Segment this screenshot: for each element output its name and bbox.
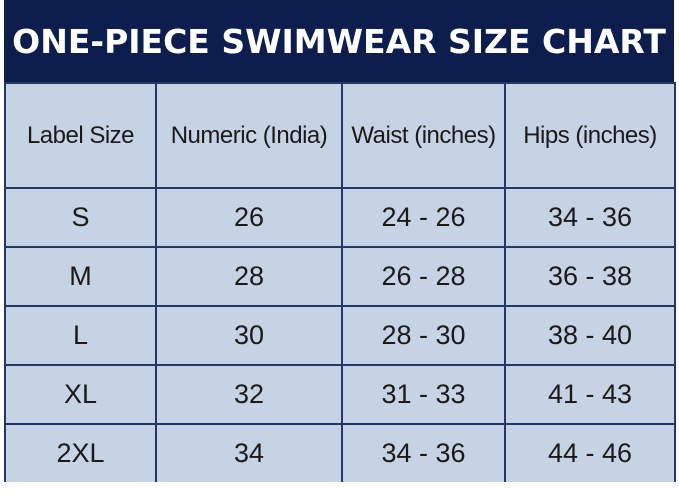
cell-waist: 34 - 36 xyxy=(341,423,506,482)
header-hips-inches: Hips (inches) xyxy=(504,82,676,189)
table-row: XL 32 31 - 33 41 - 43 xyxy=(4,364,676,425)
header-numeric-india: Numeric (India) xyxy=(155,82,343,189)
table-row: S 26 24 - 26 34 - 36 xyxy=(4,187,676,248)
table-row: M 28 26 - 28 36 - 38 xyxy=(4,246,676,307)
cell-label-size: 2XL xyxy=(4,423,157,482)
table-row: 2XL 34 34 - 36 44 - 46 xyxy=(4,423,676,482)
cell-waist: 24 - 26 xyxy=(341,187,506,248)
cell-label-size: M xyxy=(4,246,157,307)
cell-hips: 41 - 43 xyxy=(504,364,676,425)
cell-numeric: 32 xyxy=(155,364,343,425)
cell-numeric: 26 xyxy=(155,187,343,248)
cell-hips: 38 - 40 xyxy=(504,305,676,366)
cell-hips: 34 - 36 xyxy=(504,187,676,248)
header-waist-inches: Waist (inches) xyxy=(341,82,506,189)
cell-numeric: 30 xyxy=(155,305,343,366)
size-table: Label Size Numeric (India) Waist (inches… xyxy=(4,82,676,482)
header-label-size: Label Size xyxy=(4,82,157,189)
cell-label-size: XL xyxy=(4,364,157,425)
table-row: L 30 28 - 30 38 - 40 xyxy=(4,305,676,366)
cell-hips: 44 - 46 xyxy=(504,423,676,482)
cell-numeric: 28 xyxy=(155,246,343,307)
cell-waist: 28 - 30 xyxy=(341,305,506,366)
cell-waist: 31 - 33 xyxy=(341,364,506,425)
table-header-row: Label Size Numeric (India) Waist (inches… xyxy=(4,82,676,189)
cell-label-size: S xyxy=(4,187,157,248)
cell-waist: 26 - 28 xyxy=(341,246,506,307)
cell-label-size: L xyxy=(4,305,157,366)
cell-hips: 36 - 38 xyxy=(504,246,676,307)
chart-title: ONE-PIECE SWIMWEAR SIZE CHART xyxy=(4,0,674,82)
cell-numeric: 34 xyxy=(155,423,343,482)
